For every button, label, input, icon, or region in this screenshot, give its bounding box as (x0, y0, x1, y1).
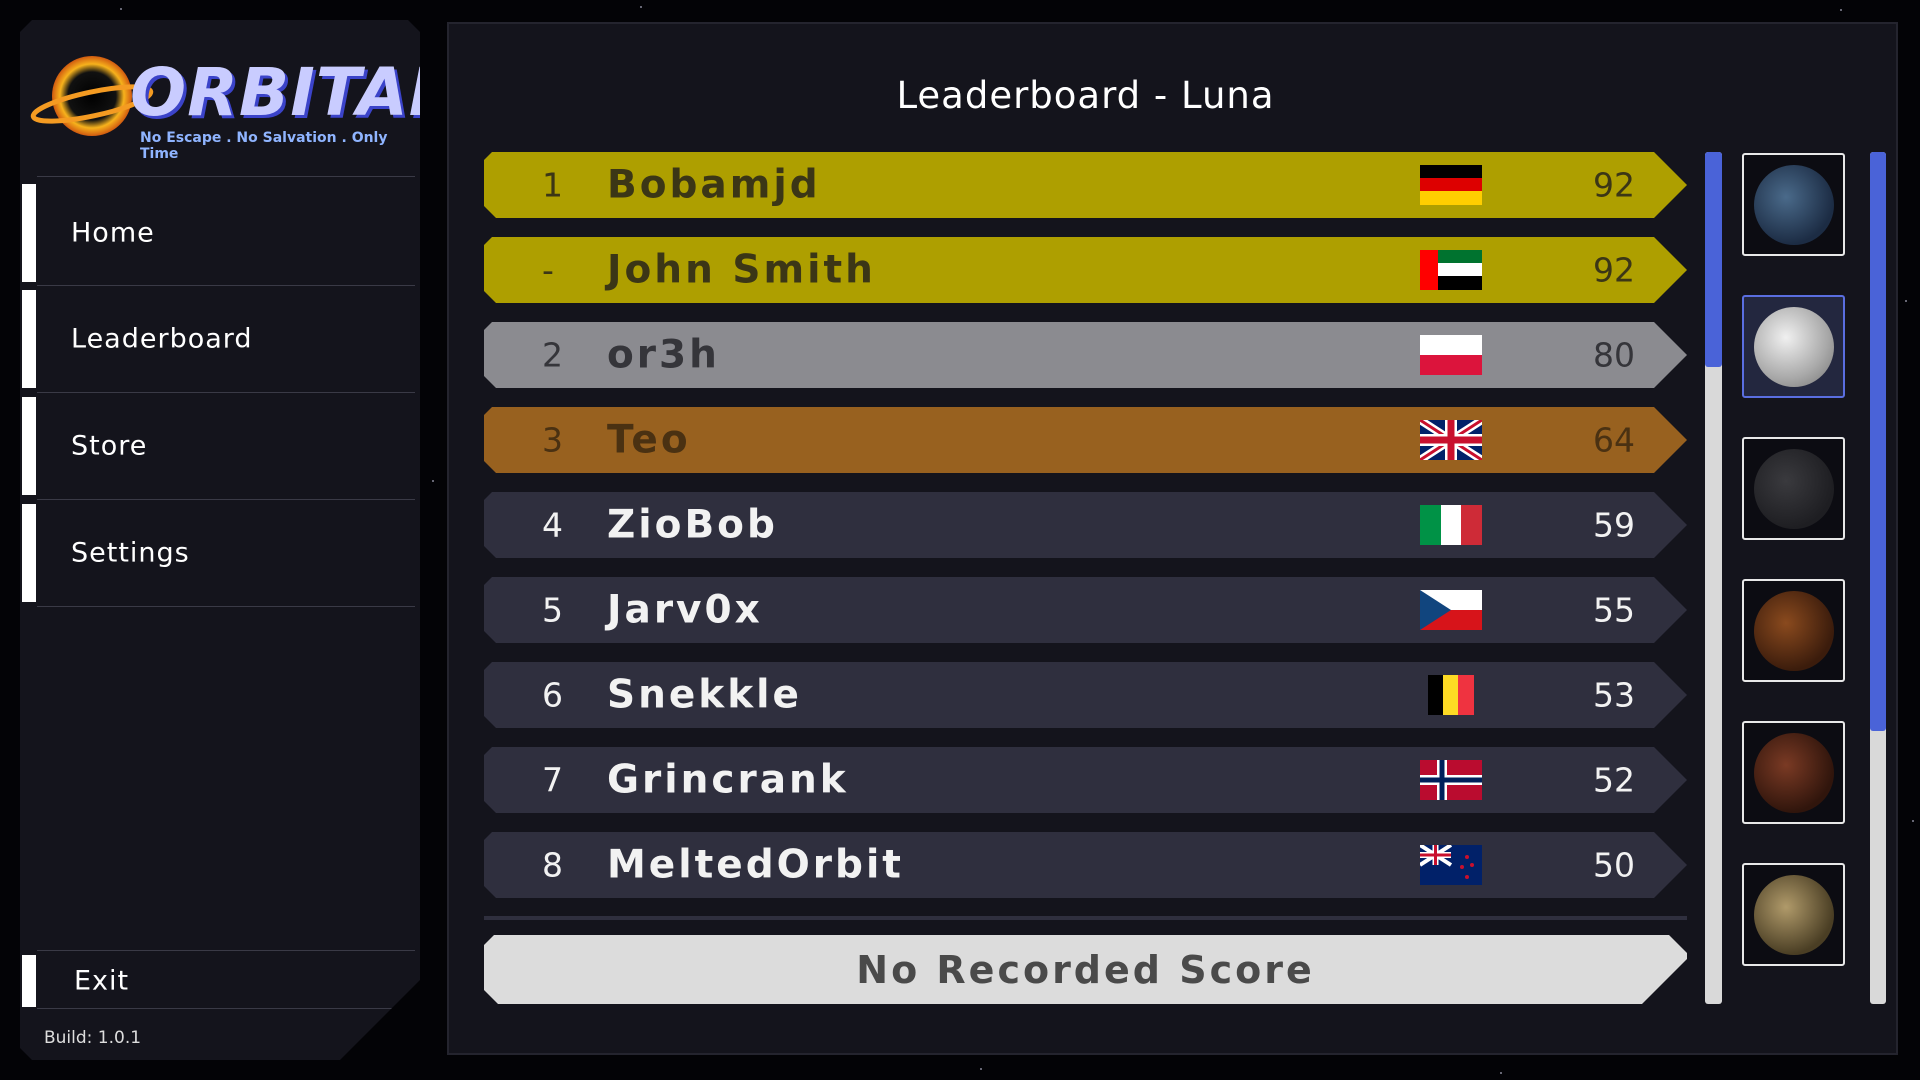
player-name: MeltedOrbit (607, 842, 904, 888)
logo-title: ORBITAL (130, 54, 452, 131)
player-name: Teo (607, 417, 691, 463)
score: 59 (1593, 505, 1635, 545)
nav-label: Store (71, 430, 148, 462)
score: 92 (1593, 250, 1635, 290)
logo-tagline: No Escape . No Salvation . Only Time (140, 130, 388, 162)
leaderboard-row: 8 MeltedOrbit 50 (484, 832, 1687, 898)
map-thumb[interactable] (1742, 437, 1845, 540)
nav-label: Exit (74, 965, 130, 997)
build-version: Build: 1.0.1 (44, 1028, 142, 1048)
sidebar: ORBITAL No Escape . No Salvation . Only … (20, 20, 420, 1060)
nav-label: Leaderboard (71, 323, 253, 355)
rank: 1 (542, 165, 563, 205)
flag (1420, 250, 1482, 290)
leaderboard-row: 7 Grincrank 52 (484, 747, 1687, 813)
rank: 7 (542, 760, 563, 800)
flag (1420, 505, 1482, 545)
nav-label: Home (71, 217, 155, 249)
flag (1420, 165, 1482, 205)
nav-label: Settings (71, 537, 190, 569)
nav-store[interactable]: Store (22, 397, 415, 495)
leaderboard-row: 3 Teo 64 (484, 407, 1687, 473)
player-name: Snekkle (607, 672, 802, 718)
map-thumb[interactable] (1742, 153, 1845, 256)
player-name: John Smith (607, 247, 876, 293)
row-peek (484, 916, 1687, 920)
rank: 6 (542, 675, 563, 715)
flag (1420, 845, 1482, 885)
score: 55 (1593, 590, 1635, 630)
leaderboard-title: Leaderboard - Luna (896, 74, 1275, 117)
map-thumb[interactable] (1742, 863, 1845, 966)
leaderboard-row: 4 ZioBob 59 (484, 492, 1687, 558)
footer-text: No Recorded Score (856, 947, 1315, 992)
player-name: or3h (607, 332, 720, 378)
rank: 8 (542, 845, 563, 885)
score: 92 (1593, 165, 1635, 205)
scrollbar-thumb[interactable] (1705, 152, 1722, 367)
map-thumb[interactable] (1742, 721, 1845, 824)
leaderboard-row: 1 Bobamjd 92 (484, 152, 1687, 218)
scrollbar-thumb[interactable] (1870, 152, 1886, 731)
rank: - (542, 250, 554, 290)
flag (1420, 335, 1482, 375)
nav-leaderboard[interactable]: Leaderboard (22, 290, 415, 388)
nav-exit[interactable]: Exit (22, 955, 415, 1007)
flag (1420, 420, 1482, 460)
player-score-bar: No Recorded Score (484, 935, 1687, 1004)
player-name: ZioBob (607, 502, 778, 548)
map-thumb[interactable] (1742, 579, 1845, 682)
score: 52 (1593, 760, 1635, 800)
nav-settings[interactable]: Settings (22, 504, 415, 602)
logo: ORBITAL No Escape . No Salvation . Only … (30, 44, 420, 162)
score: 80 (1593, 335, 1635, 375)
player-name: Bobamjd (607, 162, 821, 208)
logo-art (30, 56, 154, 136)
leaderboard-row: 6 Snekkle 53 (484, 662, 1687, 728)
map-thumb-selected[interactable] (1742, 295, 1845, 398)
leaderboard-row: 5 Jarv0x 55 (484, 577, 1687, 643)
flag (1420, 590, 1482, 630)
score: 50 (1593, 845, 1635, 885)
leaderboard-row: - John Smith 92 (484, 237, 1687, 303)
rank: 3 (542, 420, 563, 460)
player-name: Jarv0x (607, 587, 763, 633)
rank: 4 (542, 505, 563, 545)
leaderboard-row: 2 or3h 80 (484, 322, 1687, 388)
player-name: Grincrank (607, 757, 849, 803)
score: 53 (1593, 675, 1635, 715)
flag (1420, 760, 1482, 800)
score: 64 (1593, 420, 1635, 460)
rank: 5 (542, 590, 563, 630)
nav-home[interactable]: Home (22, 184, 415, 282)
rank: 2 (542, 335, 563, 375)
flag (1428, 675, 1474, 715)
